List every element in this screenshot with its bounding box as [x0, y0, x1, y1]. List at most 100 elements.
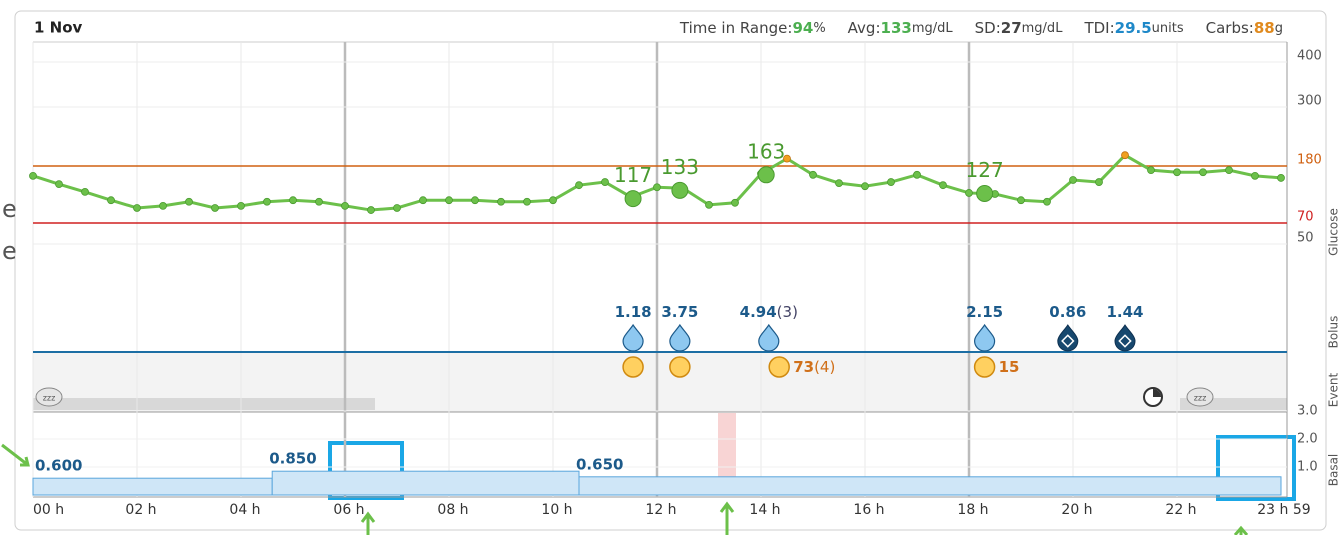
stat-value: 88 [1254, 19, 1275, 37]
stat-unit: % [813, 21, 825, 36]
basal-segment [578, 476, 1282, 496]
glucose-reading [1173, 168, 1181, 177]
auto-bolus [1114, 324, 1136, 352]
carb-count: (4) [814, 358, 835, 376]
x-tick-label: 20 h [1061, 502, 1092, 518]
glucose-reading [1225, 166, 1233, 175]
glucose-reading [731, 198, 739, 207]
pump-icon [1143, 387, 1163, 407]
x-tick-label: 23 h 59 [1257, 502, 1310, 518]
stat-label: SD: [975, 19, 1001, 37]
left-fragment: e [2, 237, 17, 265]
glucose-reading [497, 197, 505, 206]
glucose-point-label: 117 [614, 163, 652, 187]
glucose-reading [263, 197, 271, 206]
glucose-reading [913, 170, 921, 179]
bolus-value: 1.44 [1106, 303, 1143, 321]
x-tick-label: 04 h [229, 502, 260, 518]
glucose-reading [1147, 166, 1155, 175]
carb-icon [768, 356, 790, 378]
bolus-drop [669, 323, 691, 352]
glucose-point [757, 166, 775, 184]
arrow [1, 443, 30, 467]
basal-tick-label: 2.0 [1297, 432, 1318, 447]
arrow [719, 501, 735, 535]
glucose-reading [887, 178, 895, 186]
glucose-reading [783, 154, 791, 163]
stat-unit: units [1152, 21, 1184, 36]
bolus-label: 1.44 [1106, 303, 1143, 321]
basal-segment [32, 477, 273, 496]
highlight-box [328, 441, 404, 500]
carb-value: 15 [999, 358, 1020, 376]
glucose-reading [809, 170, 817, 179]
basal-tick-label: 1.0 [1297, 460, 1318, 475]
auto-bolus-diamond [1118, 334, 1132, 348]
carb-icon [973, 356, 996, 378]
x-tick-label: 14 h [749, 502, 780, 518]
bolus-label: 4.94(3) [740, 303, 798, 321]
bolus-value: 1.18 [615, 303, 652, 321]
sleep-icon: zzz [1186, 387, 1214, 407]
glucose-reading [159, 201, 167, 210]
stat-unit: mg/dL [1022, 21, 1064, 36]
stat-label: TDI: [1083, 19, 1114, 37]
panel-label: Event [1327, 373, 1341, 408]
y-tick-label: 70 [1297, 210, 1314, 225]
basal-label: 0.850 [269, 450, 316, 468]
basal-tick-label: 3.0 [1297, 404, 1318, 419]
bolus-value: 3.75 [661, 303, 698, 321]
svg-text:zzz: zzz [43, 394, 56, 403]
bolus-value: 2.15 [966, 303, 1003, 321]
glucose-point [671, 181, 689, 199]
glucose-reading [341, 201, 349, 210]
svg-text:zzz: zzz [1194, 394, 1207, 403]
glucose-point [624, 190, 642, 208]
sleep-icon: zzz [35, 387, 63, 407]
stats: Time in Range:94% Avg:133mg/dL SD:27mg/dL T… [679, 19, 1283, 37]
highlight-box [1216, 435, 1296, 501]
glucose-reading [861, 182, 869, 191]
glucose-reading [29, 171, 37, 180]
stat-label: Time in Range: [679, 19, 793, 37]
glucose-reading [471, 196, 479, 205]
glucose-reading [419, 196, 427, 205]
glucose-point [976, 184, 994, 202]
x-tick-label: 02 h [125, 502, 156, 518]
date: 1 Nov [34, 19, 83, 37]
suspend-band [718, 413, 736, 495]
x-tick-label: 22 h [1165, 502, 1196, 518]
bolus-value: 4.94 [740, 303, 777, 321]
stat-unit: mg/dL [912, 21, 954, 36]
x-tick-label: 00 h [33, 502, 64, 518]
bolus-drop [622, 323, 644, 352]
glucose-reading [1069, 176, 1077, 184]
glucose-reading [1017, 196, 1025, 205]
carb-icon [669, 356, 691, 378]
stat-value: 27 [1001, 19, 1022, 37]
glucose-reading [939, 181, 947, 190]
bolus-drop [758, 323, 780, 352]
panel-label: Glucose [1327, 208, 1341, 256]
arrow [1233, 525, 1249, 535]
basal-label: 0.600 [35, 457, 82, 475]
glucose-reading [237, 201, 245, 210]
glucose-reading [601, 178, 609, 186]
glucose-reading [393, 204, 401, 212]
y-tick-label: 300 [1297, 94, 1322, 109]
stat-value: 133 [881, 19, 912, 37]
glucose-reading [133, 204, 141, 212]
bolus-count: (3) [777, 303, 798, 321]
x-tick-label: 16 h [853, 502, 884, 518]
glucose-point-label: 127 [966, 158, 1004, 182]
carb-label: 15 [999, 358, 1020, 376]
glucose-reading [549, 196, 557, 205]
glucose-reading [965, 189, 973, 197]
glucose-reading [315, 197, 323, 206]
glucose-reading [575, 181, 583, 190]
bolus-label: 3.75 [661, 303, 698, 321]
stat-unit: g [1275, 21, 1283, 36]
stat-value: 94 [792, 19, 813, 37]
